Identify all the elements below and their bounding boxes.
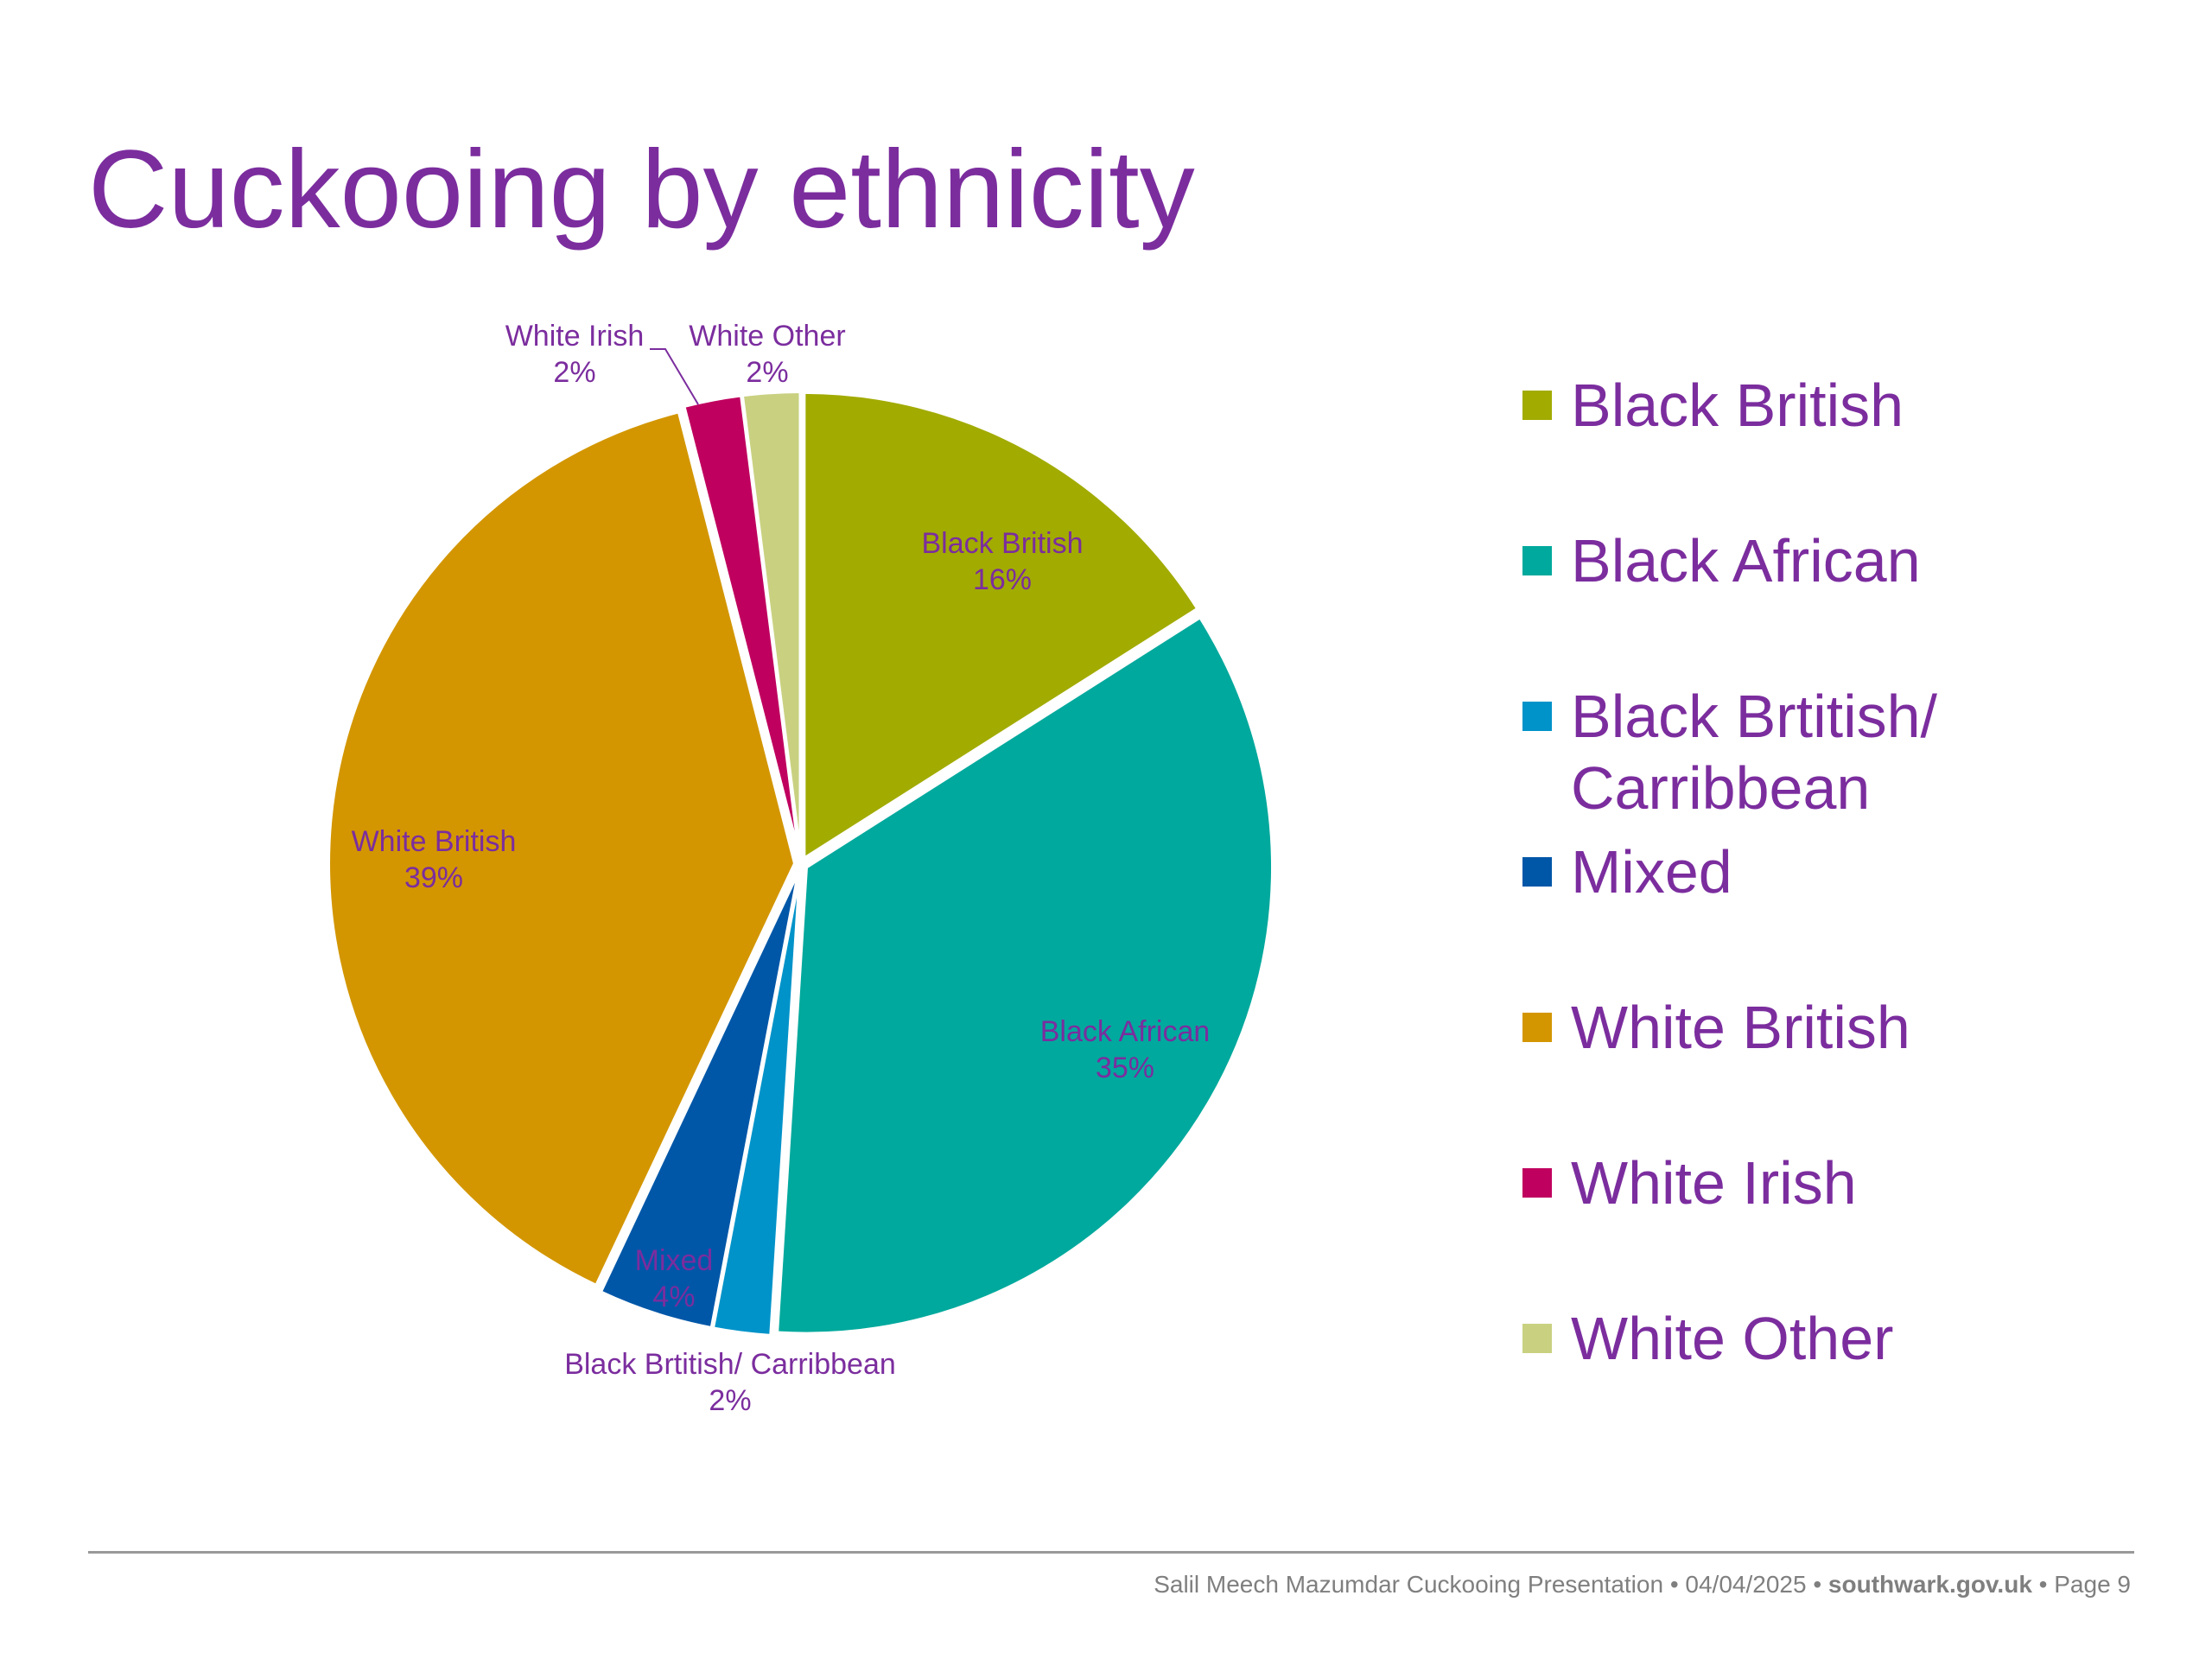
slide-title: Cuckooing by ethnicity — [88, 128, 1195, 251]
data-label-white-other: White Other 2% — [689, 320, 845, 389]
legend-label: White British — [1571, 994, 1910, 1061]
leader-lines — [650, 348, 699, 405]
pie-slice-mixed — [598, 868, 801, 1331]
data-label-white-british: White British 39% — [352, 825, 517, 894]
legend-label: Black African — [1571, 527, 1921, 594]
footer-divider — [88, 1551, 2134, 1554]
legend-label: White Other — [1571, 1305, 1894, 1372]
data-label-white-irish: White Irish 2% — [505, 320, 645, 389]
legend-swatch — [1522, 857, 1552, 887]
pie-slice-white-other — [740, 390, 803, 859]
legend-swatch — [1522, 702, 1552, 731]
legend-label: White Irish — [1571, 1149, 1857, 1217]
pie-slice-white-british — [327, 409, 798, 1288]
pie-slices — [327, 390, 1275, 1338]
data-label-black-brtitish-carribbean: Black Brtitish/ Carribbean 2% — [564, 1348, 896, 1417]
legend-swatch — [1522, 391, 1552, 420]
leader-line-white-irish — [650, 348, 699, 405]
footer: Salil Meech Mazumdar Cuckooing Presentat… — [1154, 1571, 2131, 1599]
data-label-mixed: Mixed 4% — [635, 1244, 714, 1313]
legend-label: Black Brtitish/ Carribbean — [1571, 683, 1937, 822]
pie-slice-black-british — [802, 390, 1201, 862]
legend-swatch — [1522, 1013, 1552, 1042]
legend-label: Mixed — [1571, 838, 1732, 906]
data-labels: Black British 16% Black African 35% Black Br… — [352, 320, 1211, 1417]
pie-slice-black-african — [774, 614, 1275, 1336]
legend-swatch — [1522, 1168, 1552, 1198]
legend-label: Black British — [1571, 372, 1904, 439]
data-label-black-african: Black African 35% — [1040, 1015, 1211, 1084]
footer-prefix: Salil Meech Mazumdar Cuckooing Presentat… — [1154, 1571, 1828, 1598]
legend-swatch — [1522, 546, 1552, 575]
legend-swatch — [1522, 1324, 1552, 1353]
footer-suffix: • Page 9 — [2031, 1571, 2131, 1598]
footer-site: southwark.gov.uk — [1827, 1571, 2032, 1598]
data-label-black-british: Black British 16% — [921, 527, 1083, 596]
